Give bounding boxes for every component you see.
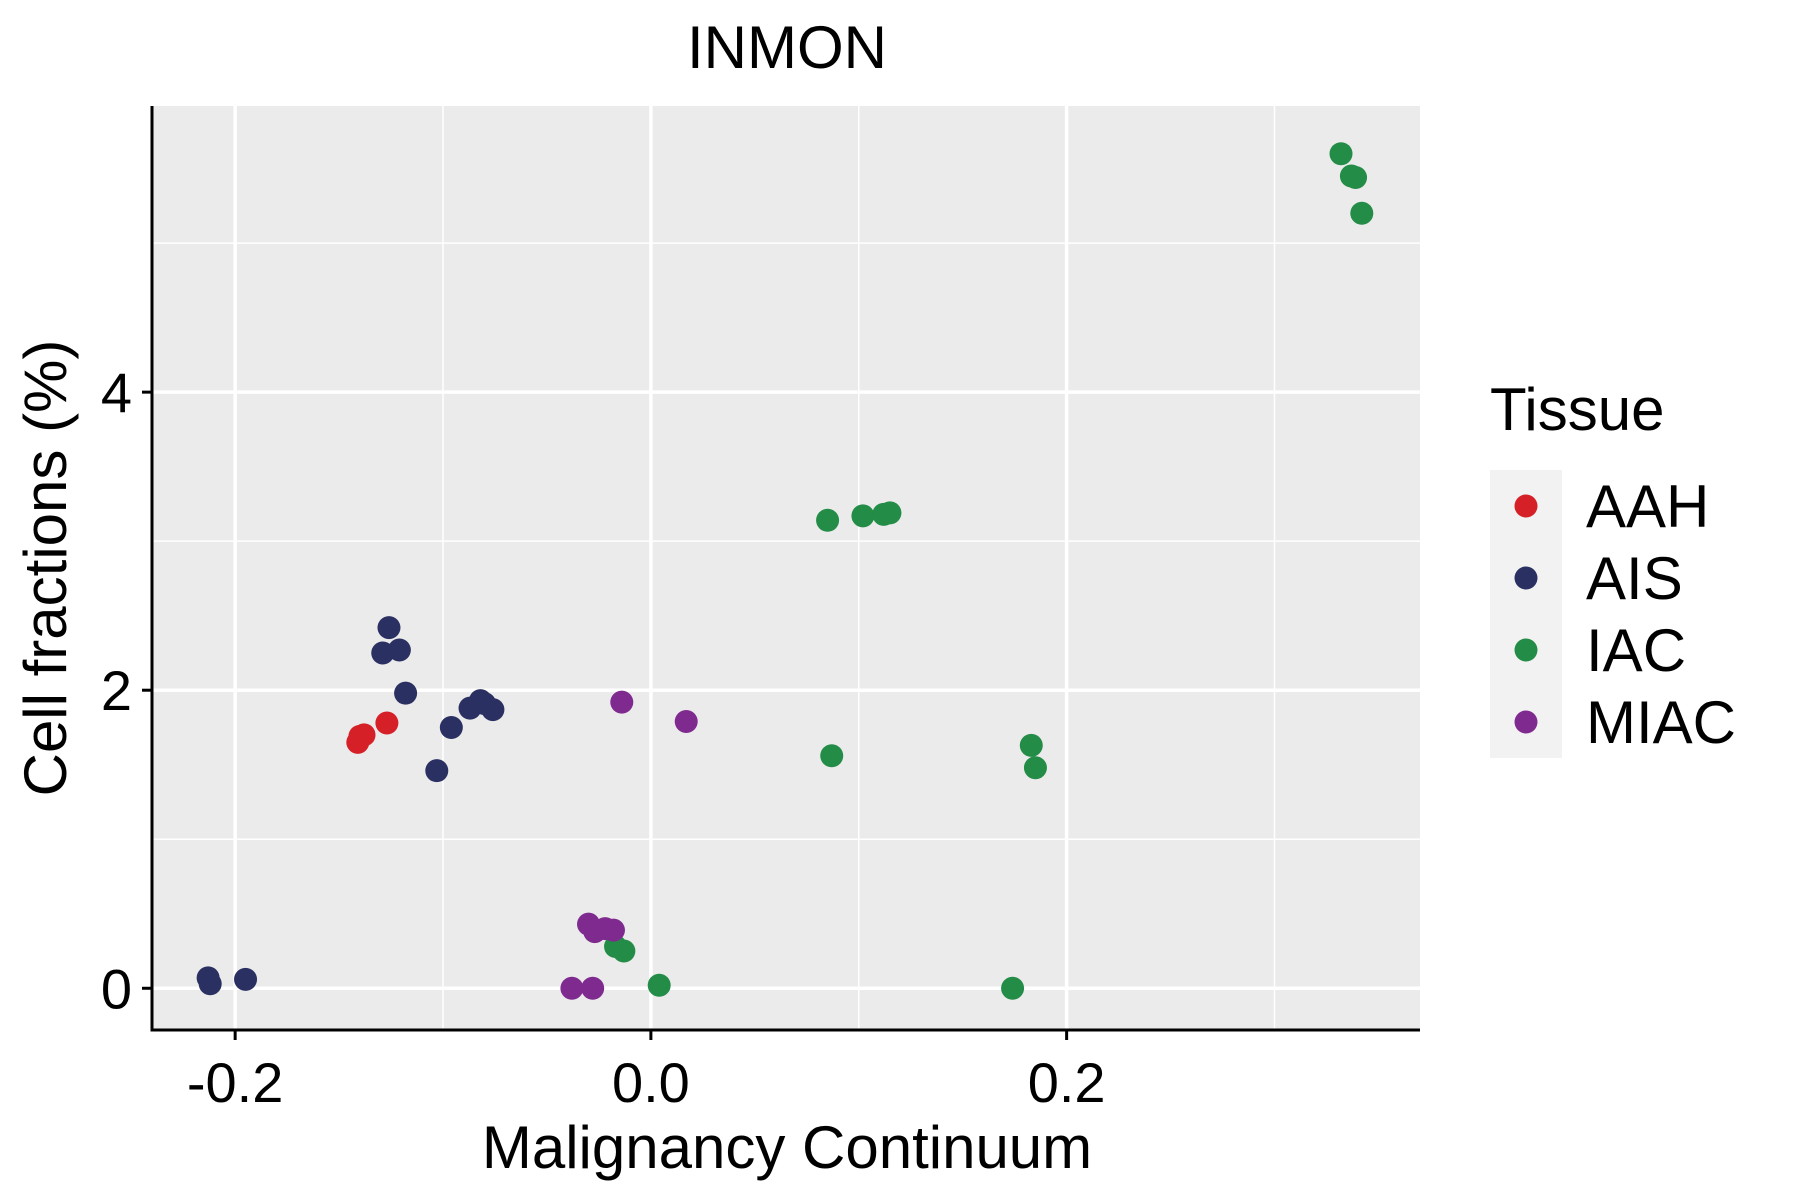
data-point-ais	[481, 698, 505, 722]
legend-marker-iac	[1514, 638, 1538, 662]
legend-title: Tissue	[1490, 376, 1665, 443]
grid-lines	[152, 106, 1420, 1030]
data-point-iac	[1001, 976, 1025, 1000]
data-point-ais	[234, 967, 258, 991]
x-tick-label: 0.0	[612, 1051, 690, 1114]
data-point-iac	[1344, 166, 1368, 190]
data-point-iac	[816, 508, 840, 532]
tick-labels: -0.2 0.0 0.2 0 2 4	[101, 361, 1106, 1114]
legend-label-iac: IAC	[1586, 617, 1686, 684]
data-point-iac	[612, 939, 636, 963]
data-point-miac	[581, 976, 605, 1000]
data-point-iac	[851, 504, 875, 528]
data-point-ais	[394, 681, 418, 705]
data-point-ais	[425, 759, 449, 783]
data-point-aah	[352, 723, 376, 747]
data-point-iac	[820, 744, 844, 768]
legend-label-ais: AIS	[1586, 545, 1683, 612]
legend-marker-ais	[1514, 566, 1538, 590]
legend-marker-aah	[1514, 494, 1538, 518]
chart-title: INMON	[687, 14, 887, 81]
y-tick-label: 2	[101, 659, 132, 722]
y-tick-label: 0	[101, 957, 132, 1020]
data-points	[196, 142, 1374, 1000]
data-point-aah	[375, 711, 399, 735]
data-point-ais	[377, 616, 401, 640]
axes	[142, 106, 1420, 1040]
y-tick-label: 4	[101, 361, 132, 424]
data-point-ais	[387, 638, 411, 662]
data-point-iac	[1019, 733, 1043, 757]
x-tick-label: -0.2	[187, 1051, 284, 1114]
data-point-iac	[878, 501, 902, 525]
data-point-miac	[601, 918, 625, 942]
data-point-miac	[610, 690, 634, 714]
data-point-ais	[198, 972, 222, 996]
x-tick-label: 0.2	[1028, 1051, 1106, 1114]
data-point-iac	[1350, 201, 1374, 225]
data-point-miac	[674, 710, 698, 734]
legend-label-aah: AAH	[1586, 473, 1709, 540]
legend-label-miac: MIAC	[1586, 689, 1736, 756]
data-point-iac	[1023, 756, 1047, 780]
data-point-ais	[439, 715, 463, 739]
plot-background	[152, 106, 1420, 1030]
plot-panel	[152, 106, 1420, 1030]
legend-marker-miac	[1514, 710, 1538, 734]
legend-key-background	[1490, 470, 1562, 758]
y-axis-title: Cell fractions (%)	[12, 340, 79, 797]
data-point-miac	[560, 976, 584, 1000]
data-point-iac	[647, 973, 671, 997]
data-point-iac	[1329, 142, 1353, 166]
x-axis-title: Malignancy Continuum	[482, 1114, 1092, 1181]
